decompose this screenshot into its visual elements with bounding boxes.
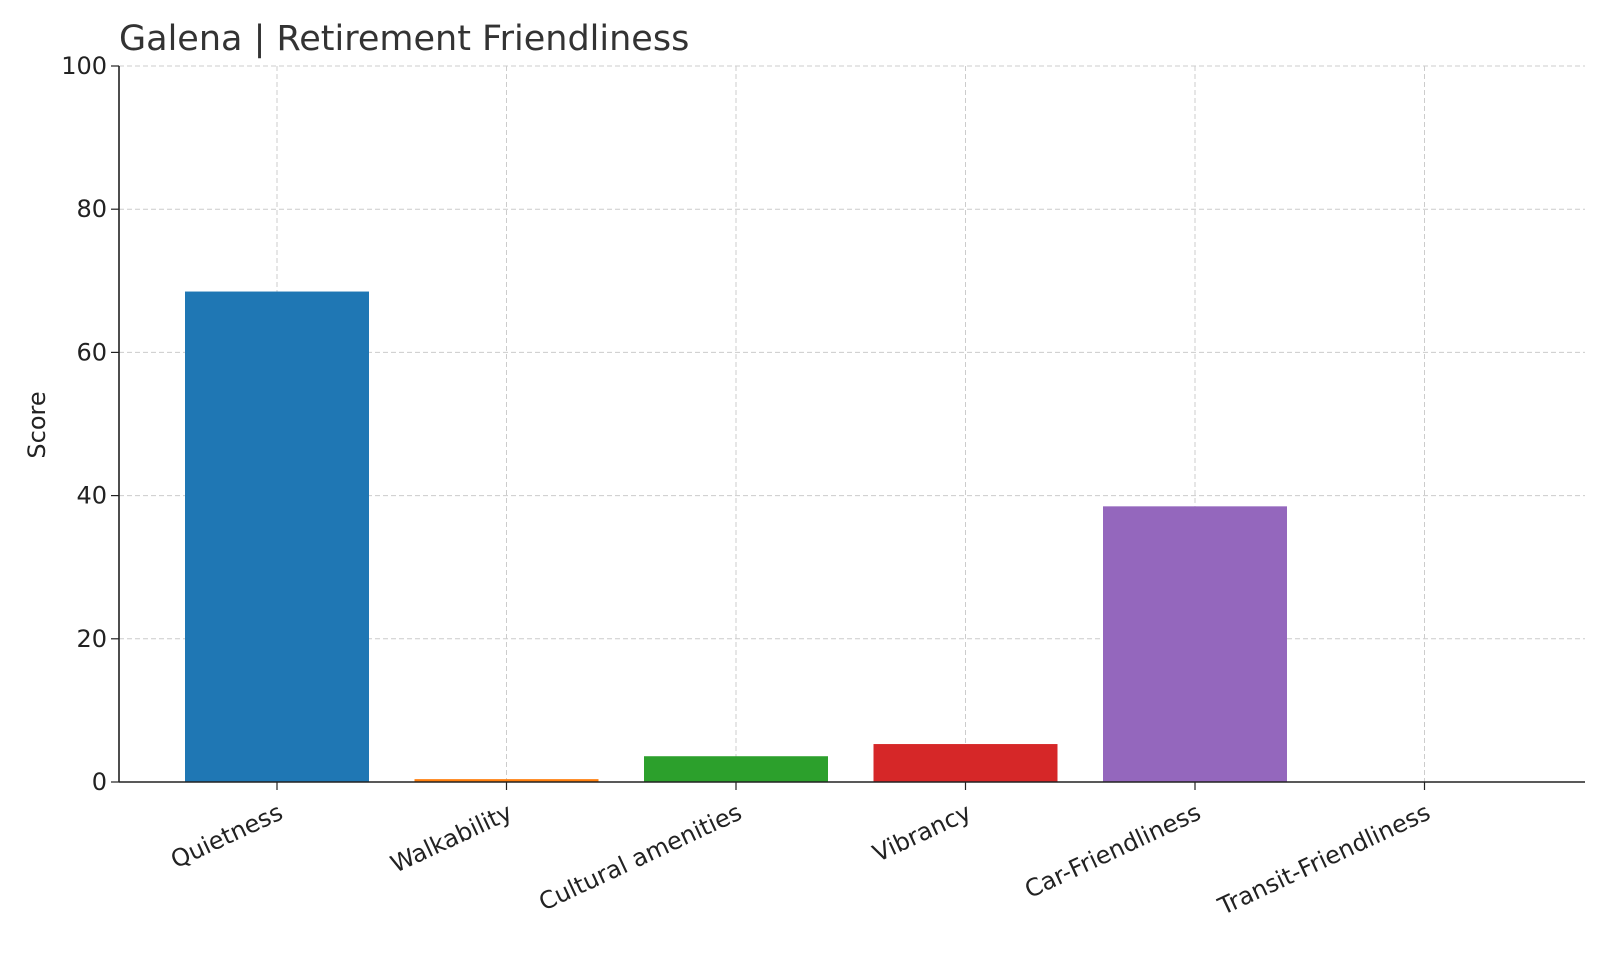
- y-axis-title: Score: [23, 391, 51, 458]
- bar-vibrancy: [873, 744, 1058, 782]
- bar-walkability: [414, 779, 599, 782]
- x-tick-label: Vibrancy: [868, 798, 975, 868]
- y-tick-label: 0: [92, 768, 107, 796]
- y-tick-label: 100: [61, 52, 107, 80]
- axes: [111, 65, 1585, 790]
- y-tick-label: 40: [76, 482, 107, 510]
- bar-quietness: [185, 291, 369, 782]
- bar-car-friendliness: [1103, 506, 1287, 782]
- y-tick-label: 60: [76, 338, 107, 366]
- x-tick-label: Car-Friendliness: [1020, 798, 1205, 904]
- bar-cultural-amenities: [644, 756, 828, 782]
- bars: [185, 291, 1287, 782]
- y-tick-label: 20: [76, 625, 107, 653]
- y-tick-label: 80: [76, 195, 107, 223]
- x-tick-label: Walkability: [386, 798, 516, 879]
- chart-title: Galena | Retirement Friendliness: [119, 19, 689, 59]
- x-tick-label: Cultural amenities: [535, 798, 746, 916]
- x-tick-label: Transit-Friendliness: [1213, 798, 1434, 921]
- x-tick-label: Quietness: [166, 798, 287, 874]
